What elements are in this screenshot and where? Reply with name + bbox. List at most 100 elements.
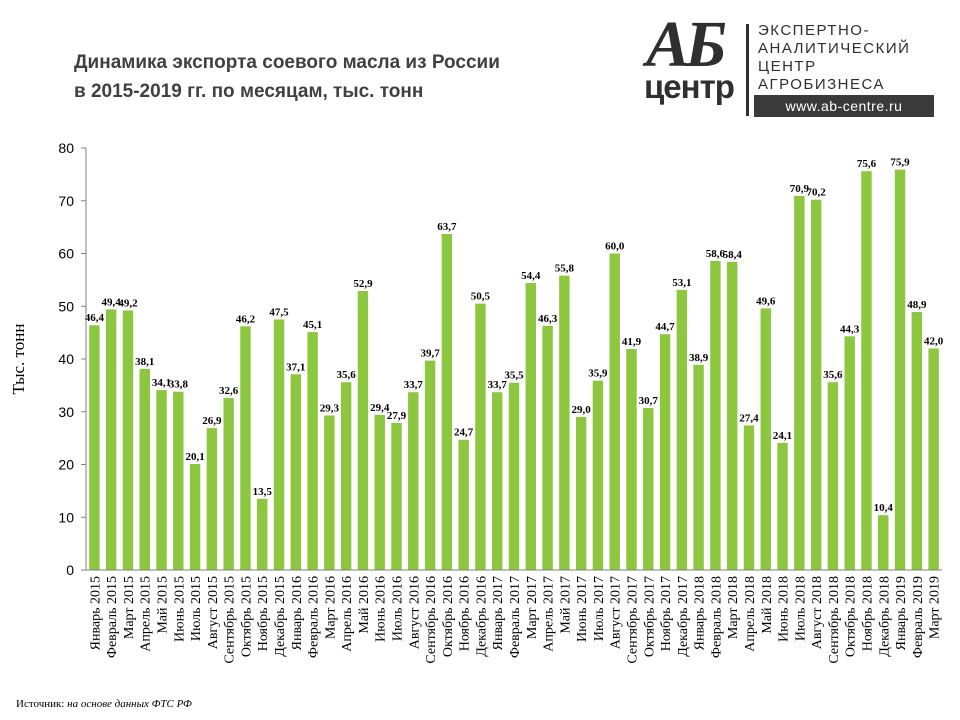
category-label: Август 2015 bbox=[206, 576, 221, 649]
bar-value-label: 29,0 bbox=[572, 404, 592, 416]
bar bbox=[89, 325, 100, 570]
bar-value-label: 45,1 bbox=[303, 319, 322, 331]
chart-title: Динамика экспорта соевого масла из Росси… bbox=[74, 48, 594, 106]
bar-value-label: 75,6 bbox=[857, 158, 877, 170]
bar bbox=[676, 289, 688, 570]
bar-value-label: 34,1 bbox=[152, 377, 171, 389]
y-axis-label: Тыс. тонн bbox=[9, 324, 28, 395]
category-label: Февраль 2016 bbox=[307, 576, 322, 658]
category-label: Февраль 2017 bbox=[508, 576, 523, 658]
bar bbox=[928, 348, 939, 570]
category-label: Февраль 2019 bbox=[911, 576, 926, 658]
category-label: Январь 2015 bbox=[88, 576, 103, 650]
bar bbox=[726, 261, 738, 570]
y-ticks: 0 10 20 30 40 50 60 70 80 bbox=[58, 140, 86, 578]
category-label: Апрель 2016 bbox=[340, 576, 355, 652]
chart-title-line-2: в 2015-2019 гг. по месяцам, тыс. тонн bbox=[74, 81, 424, 102]
bar bbox=[105, 309, 117, 570]
category-label: Январь 2016 bbox=[290, 576, 305, 650]
bar bbox=[206, 428, 218, 570]
bar-value-label: 49,2 bbox=[118, 297, 138, 309]
category-label: Март 2017 bbox=[525, 576, 540, 639]
category-label: Январь 2017 bbox=[491, 576, 506, 650]
bar-value-label: 55,8 bbox=[555, 263, 575, 275]
bar bbox=[894, 169, 906, 570]
source-text: на основе данных ФТС РФ bbox=[67, 698, 192, 710]
bar bbox=[458, 439, 469, 570]
category-label: Сентябрь 2017 bbox=[625, 576, 640, 664]
bar bbox=[223, 398, 234, 570]
bar-value-label: 46,2 bbox=[236, 313, 256, 325]
bar-value-label: 35,6 bbox=[823, 369, 843, 381]
bar bbox=[290, 374, 302, 570]
category-label: Сентябрь 2018 bbox=[827, 576, 842, 664]
value-labels: 46,4 49,449,2 38,1 34,133,8 20,1 26,9 32,6 46,2… bbox=[85, 157, 944, 515]
category-label: Июнь 2015 bbox=[172, 576, 187, 642]
category-label: Июль 2018 bbox=[793, 576, 808, 641]
bar bbox=[626, 348, 637, 570]
y-tick-label: 60 bbox=[58, 246, 74, 262]
bar-value-label: 42,0 bbox=[924, 335, 944, 347]
bar bbox=[575, 417, 587, 570]
bar-value-label: 46,3 bbox=[538, 313, 558, 325]
logo-text: ЭКСПЕРТНО- АНАЛИТИЧЕСКИЙ ЦЕНТР АГРОБИЗНЕ… bbox=[758, 22, 910, 94]
logo-line-4: АГРОБИЗНЕСА bbox=[758, 76, 886, 93]
bar-value-label: 44,7 bbox=[655, 321, 675, 333]
category-label: Ноябрь 2015 bbox=[256, 576, 271, 651]
logo-line-3: ЦЕНТР bbox=[758, 58, 817, 75]
bar-value-label: 41,9 bbox=[622, 336, 642, 348]
bar-value-label: 35,5 bbox=[504, 370, 524, 382]
category-label: Март 2015 bbox=[122, 576, 137, 639]
category-label: Март 2016 bbox=[323, 576, 338, 639]
bar bbox=[257, 498, 268, 570]
category-label: Октябрь 2015 bbox=[239, 576, 254, 657]
bar-value-label: 27,4 bbox=[739, 412, 759, 424]
bar bbox=[911, 312, 923, 570]
category-label: Июль 2016 bbox=[391, 576, 406, 641]
bar-value-label: 33,7 bbox=[404, 379, 424, 391]
category-label: Декабрь 2018 bbox=[877, 576, 892, 657]
bar-value-label: 27,9 bbox=[387, 410, 407, 422]
y-tick-label: 10 bbox=[58, 509, 74, 525]
source-note: Источник: на основе данных ФТС РФ bbox=[16, 698, 192, 710]
category-label: Февраль 2015 bbox=[105, 576, 120, 658]
bar-value-label: 38,1 bbox=[135, 356, 154, 368]
bar-value-label: 52,9 bbox=[353, 278, 373, 290]
bar bbox=[592, 380, 604, 570]
category-label: Май 2018 bbox=[760, 576, 775, 634]
bar bbox=[475, 303, 486, 570]
logo-mark-top: АБ bbox=[646, 8, 727, 81]
bar bbox=[307, 332, 318, 570]
bar bbox=[357, 290, 369, 570]
bars bbox=[89, 169, 939, 571]
bar bbox=[273, 319, 285, 570]
y-axis-label-group: Тыс. тонн bbox=[9, 324, 28, 395]
category-label: Август 2016 bbox=[407, 576, 422, 649]
bar bbox=[810, 199, 822, 570]
category-label: Апрель 2018 bbox=[743, 576, 758, 652]
bar-value-label: 58,4 bbox=[723, 249, 743, 261]
bar bbox=[441, 233, 453, 571]
category-label: Сентябрь 2015 bbox=[223, 576, 238, 664]
bar-value-label: 70,9 bbox=[790, 183, 810, 195]
bar bbox=[324, 415, 335, 570]
bar-value-label: 49,6 bbox=[756, 295, 776, 307]
y-tick-label: 30 bbox=[58, 404, 74, 420]
bar-value-label: 63,7 bbox=[437, 221, 457, 233]
category-label: Август 2017 bbox=[609, 576, 624, 649]
y-tick-label: 20 bbox=[58, 457, 74, 473]
category-label: Октябрь 2016 bbox=[441, 576, 456, 657]
bar-value-label: 47,5 bbox=[269, 306, 289, 318]
bar bbox=[122, 310, 134, 570]
logo-divider bbox=[746, 24, 749, 116]
bar bbox=[508, 382, 520, 570]
bar bbox=[156, 390, 167, 570]
bar bbox=[794, 196, 805, 570]
category-label: Декабрь 2017 bbox=[676, 576, 691, 657]
bar-value-label: 10,4 bbox=[874, 502, 894, 514]
bar bbox=[240, 326, 251, 570]
y-tick-label: 0 bbox=[66, 562, 74, 578]
category-label: Октябрь 2017 bbox=[642, 576, 657, 657]
bar bbox=[777, 442, 788, 570]
